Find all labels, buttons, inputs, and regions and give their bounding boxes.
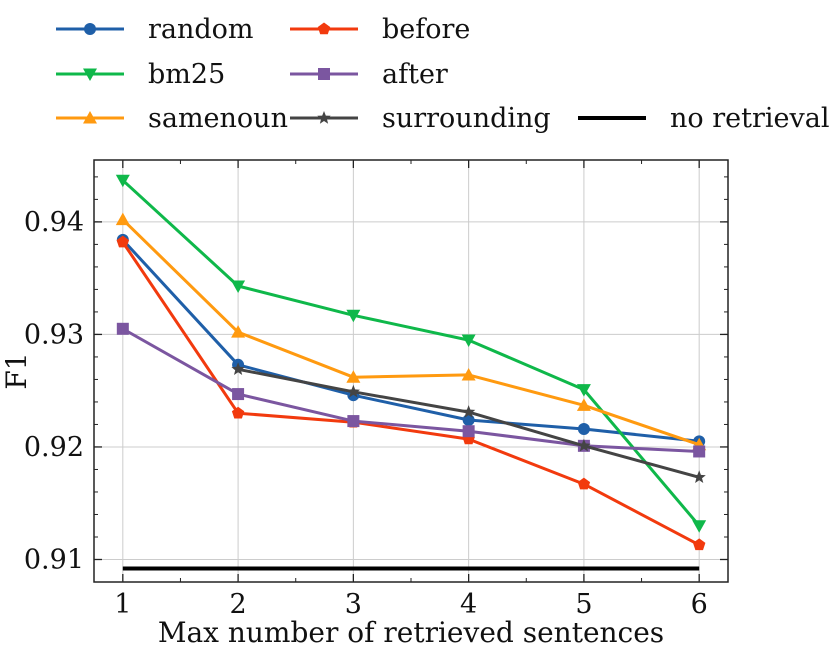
x-tick-label: 3 (345, 589, 362, 620)
x-tick-label: 6 (691, 589, 708, 620)
data-point-random (462, 413, 475, 426)
data-point-surrounding (692, 470, 706, 483)
x-axis-title: Max number of retrieved sentences (158, 616, 664, 649)
legend-item-random: random (56, 14, 254, 45)
y-tick-label: 0.94 (24, 207, 84, 238)
legend-marker-bm25 (83, 68, 97, 81)
legend-label-samenoun: samenoun (148, 103, 288, 134)
series-group (115, 174, 707, 571)
legend-marker-surrounding (317, 111, 331, 124)
data-point-bm25 (231, 280, 246, 294)
legend-item-before: before (290, 14, 470, 45)
x-tick-label: 2 (229, 589, 246, 620)
data-point-surrounding (231, 362, 245, 375)
legend-label-before: before (382, 14, 470, 45)
data-point-before (577, 477, 591, 490)
y-tick-label: 0.93 (24, 319, 84, 350)
data-point-after (462, 425, 475, 438)
series-line-before (121, 241, 700, 547)
data-point-bm25 (461, 334, 476, 348)
y-tick-label: 0.92 (24, 432, 84, 463)
y-tick-label: 0.91 (24, 544, 84, 575)
legend-label-surrounding: surrounding (382, 103, 551, 134)
axis-ticks: 1 2 3 4 5 6 0.91 0.92 0.93 0.94 (24, 160, 728, 620)
data-point-after (116, 322, 129, 335)
plot-frame (93, 159, 729, 583)
legend-item-surrounding: surrounding (290, 103, 551, 134)
legend-item-bm25: bm25 (56, 59, 225, 90)
legend-marker-samenoun (83, 111, 97, 124)
data-point-samenoun (576, 398, 591, 411)
x-tick-label: 5 (575, 589, 592, 620)
data-point-before (231, 406, 245, 419)
y-axis-title: F1 (0, 352, 33, 389)
data-point-bm25 (692, 520, 707, 533)
legend: random bm25 samenoun before after surrounding… (56, 14, 829, 134)
legend-marker-random (84, 23, 96, 35)
x-tick-label: 1 (114, 589, 131, 620)
data-point-samenoun (231, 325, 246, 338)
legend-item-samenoun: samenoun (56, 103, 288, 134)
legend-marker-after (318, 68, 330, 80)
data-point-random (577, 422, 590, 435)
legend-item-no-retrieval: no retrieval (578, 103, 829, 134)
data-point-samenoun (115, 212, 130, 226)
series-line-random (121, 238, 700, 443)
data-point-samenoun (346, 370, 361, 383)
grid (94, 160, 728, 582)
data-point-surrounding (577, 438, 591, 452)
data-point-bm25 (576, 384, 591, 397)
legend-label-bm25: bm25 (148, 59, 225, 90)
legend-label-random: random (148, 14, 254, 45)
series-line-samenoun (121, 218, 700, 447)
data-point-after (232, 388, 245, 401)
data-point-before (693, 538, 706, 551)
legend-label-after: after (382, 59, 448, 90)
data-point-samenoun (461, 367, 476, 381)
data-point-surrounding (462, 405, 476, 418)
legend-item-after: after (290, 59, 448, 90)
data-point-bm25 (115, 174, 130, 188)
legend-label-no-retrieval: no retrieval (670, 103, 829, 134)
series-line-bm25 (121, 179, 701, 527)
data-point-after (693, 445, 706, 458)
data-point-after (347, 415, 360, 428)
data-point-surrounding (346, 384, 360, 398)
data-point-bm25 (346, 309, 361, 323)
data-point-before (116, 235, 129, 248)
x-tick-label: 4 (460, 589, 477, 620)
series-line-after (122, 327, 700, 453)
legend-marker-before (317, 22, 331, 35)
